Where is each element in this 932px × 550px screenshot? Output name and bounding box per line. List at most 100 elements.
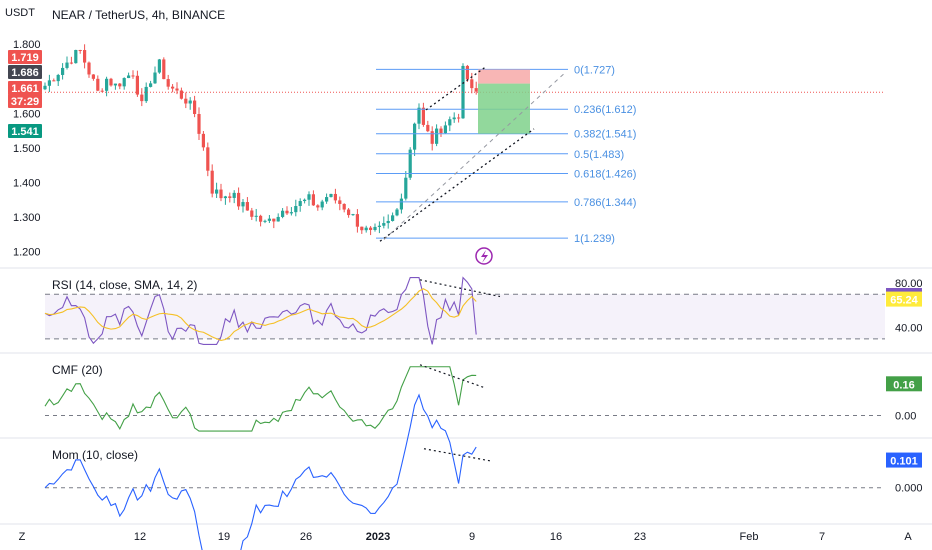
candle-body[interactable] bbox=[443, 125, 447, 134]
candle-body[interactable] bbox=[369, 227, 373, 231]
candle-body[interactable] bbox=[118, 83, 122, 87]
candle-body[interactable] bbox=[364, 227, 368, 231]
candle-body[interactable] bbox=[311, 194, 315, 206]
candle-body[interactable] bbox=[188, 100, 192, 104]
candle-body[interactable] bbox=[215, 189, 219, 194]
candle-body[interactable] bbox=[267, 218, 271, 221]
trendlines[interactable] bbox=[379, 66, 567, 242]
candle-body[interactable] bbox=[316, 205, 320, 208]
candle-body[interactable] bbox=[56, 74, 60, 82]
candle-body[interactable] bbox=[289, 212, 293, 214]
momentum-pane[interactable]: Mom (10, close) 0.000 0.101 bbox=[44, 393, 923, 550]
candle-body[interactable] bbox=[399, 198, 403, 210]
candle-body[interactable] bbox=[43, 85, 47, 90]
rsi-pane[interactable]: RSI (14, close, SMA, 14, 2)80.0040.0068.… bbox=[44, 276, 923, 345]
price-axis[interactable]: 1.800 1.600 1.500 1.400 1.300 1.200 bbox=[13, 39, 41, 258]
indicator-line[interactable] bbox=[44, 366, 477, 432]
candle-body[interactable] bbox=[78, 49, 82, 51]
candle-body[interactable] bbox=[294, 206, 298, 213]
cmf-pane[interactable]: CMF (20) 0.00 0.16 bbox=[44, 363, 922, 432]
candle-body[interactable] bbox=[377, 225, 381, 227]
candle-body[interactable] bbox=[91, 74, 95, 79]
candle-body[interactable] bbox=[430, 131, 434, 144]
candle-body[interactable] bbox=[223, 196, 227, 199]
candle-body[interactable] bbox=[259, 215, 263, 222]
candle-body[interactable] bbox=[338, 200, 342, 204]
candle-body[interactable] bbox=[74, 49, 78, 64]
candle-body[interactable] bbox=[144, 86, 148, 102]
candle-body[interactable] bbox=[355, 214, 359, 227]
candle-body[interactable] bbox=[184, 98, 188, 104]
candle-body[interactable] bbox=[285, 210, 289, 214]
candle-body[interactable] bbox=[122, 78, 126, 87]
candle-body[interactable] bbox=[351, 214, 355, 216]
candle-body[interactable] bbox=[457, 117, 461, 119]
candle-body[interactable] bbox=[105, 78, 109, 91]
candle-body[interactable] bbox=[320, 201, 324, 208]
candle-body[interactable] bbox=[360, 226, 364, 231]
candle-body[interactable] bbox=[135, 75, 139, 95]
candle-body[interactable] bbox=[254, 215, 258, 217]
candle-body[interactable] bbox=[272, 218, 276, 222]
candle-body[interactable] bbox=[65, 62, 69, 68]
candle-body[interactable] bbox=[61, 67, 65, 75]
candle-body[interactable] bbox=[210, 170, 214, 194]
candle-body[interactable] bbox=[140, 94, 144, 102]
candle-body[interactable] bbox=[201, 133, 205, 148]
candle-body[interactable] bbox=[153, 72, 157, 84]
candle-body[interactable] bbox=[52, 80, 56, 82]
candle-body[interactable] bbox=[325, 197, 329, 202]
time-axis[interactable]: Z 12 19 26 2023 9 16 23 Feb 7 A bbox=[19, 531, 913, 543]
candle-body[interactable] bbox=[109, 78, 113, 86]
candle-body[interactable] bbox=[127, 75, 131, 79]
candle-body[interactable] bbox=[241, 202, 245, 207]
candle-body[interactable] bbox=[237, 192, 241, 207]
candle-body[interactable] bbox=[307, 194, 311, 200]
indicator-signal-line[interactable] bbox=[44, 288, 477, 342]
candle-body[interactable] bbox=[395, 209, 399, 216]
candle-body[interactable] bbox=[382, 223, 386, 226]
candle-body[interactable] bbox=[281, 210, 285, 217]
candle-body[interactable] bbox=[166, 79, 170, 87]
candle-body[interactable] bbox=[373, 226, 377, 231]
candle-body[interactable] bbox=[347, 209, 351, 216]
candle-body[interactable] bbox=[131, 75, 135, 77]
candle-body[interactable] bbox=[474, 88, 478, 92]
candle-body[interactable] bbox=[47, 80, 51, 86]
candle-body[interactable] bbox=[175, 88, 179, 91]
stop-loss-zone[interactable] bbox=[478, 69, 530, 84]
upper-channel-line[interactable] bbox=[425, 66, 487, 111]
long-position-tool[interactable] bbox=[478, 69, 530, 134]
price-pane[interactable] bbox=[43, 44, 885, 236]
candle-body[interactable] bbox=[435, 128, 439, 144]
candle-body[interactable] bbox=[386, 220, 390, 224]
candle-body[interactable] bbox=[219, 189, 223, 199]
candle-body[interactable] bbox=[408, 149, 412, 178]
lightning-event-icon[interactable] bbox=[475, 247, 493, 265]
indicator-line[interactable] bbox=[44, 276, 477, 345]
candle-body[interactable] bbox=[232, 192, 236, 198]
candle-body[interactable] bbox=[245, 202, 249, 211]
candle-body[interactable] bbox=[439, 128, 443, 134]
candle-body[interactable] bbox=[250, 210, 254, 217]
candle-body[interactable] bbox=[228, 196, 232, 198]
candle-body[interactable] bbox=[417, 107, 421, 124]
candle-body[interactable] bbox=[342, 203, 346, 210]
candle-body[interactable] bbox=[329, 193, 333, 198]
candle-body[interactable] bbox=[276, 216, 280, 222]
take-profit-zone[interactable] bbox=[478, 83, 530, 134]
candle-body[interactable] bbox=[162, 59, 166, 80]
candle-body[interactable] bbox=[391, 215, 395, 221]
candle-body[interactable] bbox=[171, 86, 175, 89]
candle-body[interactable] bbox=[333, 193, 337, 201]
indicator-line[interactable] bbox=[44, 393, 477, 550]
candle-body[interactable] bbox=[179, 90, 183, 99]
candle-body[interactable] bbox=[206, 147, 210, 171]
candle-body[interactable] bbox=[303, 199, 307, 202]
candle-body[interactable] bbox=[421, 107, 425, 125]
candle-body[interactable] bbox=[100, 90, 104, 92]
lower-channel-line[interactable] bbox=[379, 128, 535, 242]
candle-body[interactable] bbox=[197, 114, 201, 134]
divergence-line[interactable] bbox=[419, 279, 501, 298]
